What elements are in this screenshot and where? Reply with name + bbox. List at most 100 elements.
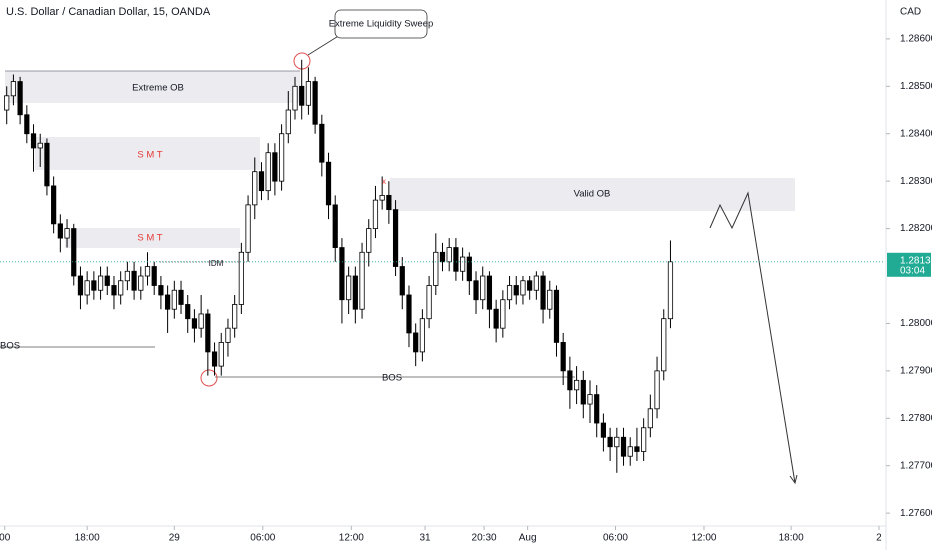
candle-body: [285, 109, 291, 135]
candle-body: [258, 171, 265, 192]
candle-body: [661, 318, 667, 372]
candle-body: [24, 114, 30, 135]
zone-smt: [65, 228, 240, 248]
candle-body: [205, 313, 211, 353]
low-circle: [200, 369, 218, 387]
candle-body: [198, 313, 204, 329]
candle-body: [486, 275, 493, 310]
candle-body: [37, 142, 43, 149]
candle-body: [278, 133, 285, 182]
candle-body: [44, 142, 50, 187]
callout-box: [334, 9, 428, 39]
candle-body: [500, 299, 506, 329]
y-tick-label: 1.27600: [900, 508, 932, 519]
candle-body: [185, 304, 191, 320]
candle-body: [399, 266, 405, 296]
y-tick-label: 1.28400: [900, 128, 932, 139]
candle-body: [131, 270, 137, 291]
candle-body: [460, 256, 466, 272]
candle-body: [573, 379, 580, 391]
candle-body: [547, 289, 553, 310]
candle-body: [426, 285, 432, 320]
candle-body: [325, 161, 332, 206]
candle-body: [346, 275, 352, 301]
candle-body: [211, 351, 218, 367]
candle-body: [667, 261, 674, 320]
candle-body: [600, 422, 607, 438]
candle-body: [654, 370, 660, 410]
drawings: [0, 9, 798, 485]
chart-title: U.S. Dollar / Canadian Dollar, 15, OANDA: [6, 6, 211, 18]
candle-body: [91, 280, 97, 291]
candle-body: [533, 275, 539, 291]
x-tick-label: 00: [0, 533, 11, 544]
candle-body: [506, 285, 513, 301]
candle-body: [225, 327, 231, 343]
candle-body: [433, 251, 439, 286]
y-tick-label: 1.28200: [900, 223, 932, 234]
y-axis-label: CAD: [900, 7, 921, 18]
candle-body: [165, 294, 171, 310]
y-tick-label: 1.28500: [900, 81, 932, 92]
candle-body: [567, 370, 573, 391]
candle-body: [71, 228, 77, 277]
zone-valid-ob: [390, 178, 795, 211]
candle-body: [641, 427, 647, 452]
candle-body: [124, 270, 130, 282]
x-tick-label: 12:00: [339, 533, 364, 544]
candle-body: [614, 436, 620, 448]
candle-body: [647, 408, 653, 429]
candle-body: [30, 133, 37, 149]
candle-body: [540, 275, 546, 310]
x-tick-label: 18:00: [75, 533, 100, 544]
x-tick-label: 20:30: [472, 533, 497, 544]
candle-body: [292, 85, 298, 111]
candle-body: [560, 342, 566, 372]
candle-body: [4, 95, 10, 111]
candle-body: [158, 285, 164, 296]
candle-body: [312, 81, 318, 125]
candle-body: [594, 394, 600, 424]
candle-body: [319, 123, 325, 163]
candle-body: [473, 280, 479, 301]
mark-label: x: [382, 177, 386, 186]
x-tick-label: 18:00: [779, 533, 804, 544]
candle-body: [513, 285, 519, 296]
candle-body: [580, 379, 586, 405]
candle-body: [527, 280, 533, 291]
candle-body: [178, 289, 184, 305]
candle-body: [419, 318, 425, 353]
candle-body: [386, 194, 392, 211]
candle-body: [446, 247, 452, 263]
candle-body: [366, 228, 372, 253]
candle-body: [299, 85, 305, 106]
candle-body: [466, 256, 472, 282]
bos-label: BOS: [382, 373, 402, 384]
candle-body: [64, 228, 70, 239]
candle-body: [607, 436, 613, 448]
countdown-label: 03:04: [900, 265, 925, 276]
candle-body: [480, 275, 486, 301]
candle-body: [359, 251, 365, 310]
candle-body: [238, 251, 244, 305]
candle-body: [111, 285, 117, 296]
candle-body: [627, 446, 633, 457]
candle-body: [265, 152, 271, 192]
y-tick-label: 1.28300: [900, 176, 932, 187]
y-tick-label: 1.27700: [900, 460, 932, 471]
y-tick-label: 1.27900: [900, 366, 932, 377]
x-tick-label: 2: [876, 533, 882, 544]
candle-body: [587, 394, 593, 405]
candle-body: [272, 152, 278, 182]
candle-body: [620, 436, 627, 457]
candle-body: [252, 171, 258, 206]
x-tick-label: 31: [420, 533, 432, 544]
x-tick-label: 06:00: [603, 533, 628, 544]
last-price-tag: [887, 252, 931, 277]
candle-body: [634, 446, 640, 452]
zone-label: S M T: [137, 150, 162, 161]
candle-body: [493, 308, 499, 329]
candle-body: [372, 199, 379, 229]
